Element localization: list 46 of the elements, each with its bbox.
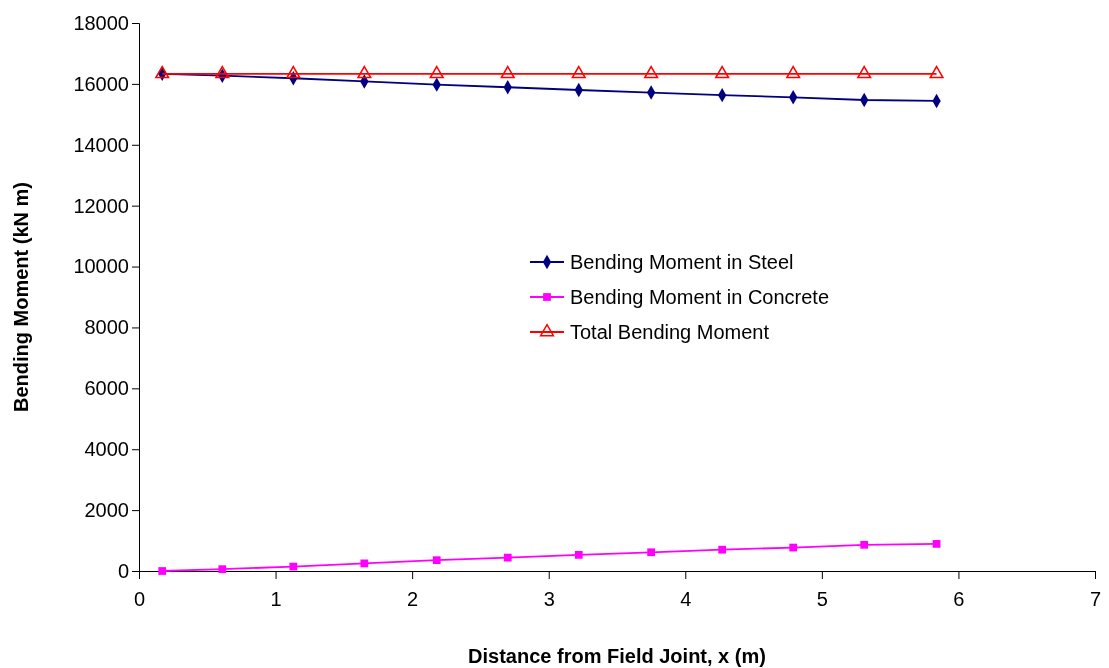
y-tick-label: 16000 [73,72,129,95]
x-tick-label: 1 [270,588,282,610]
point [500,65,515,79]
point [429,65,444,79]
point [718,545,727,554]
point [786,65,801,79]
x-tick-label: 4 [680,588,692,610]
point [357,65,372,79]
x-tick-label: 7 [1089,588,1102,610]
x-tick-label: 0 [133,588,146,610]
legend-label: Bending Moment in Concrete [570,286,830,308]
legend-label: Bending Moment in Steel [570,251,794,273]
point [857,65,872,79]
point [574,550,583,559]
y-tick-label: 10000 [73,255,129,278]
point [932,540,941,548]
y-tick-label: 14000 [73,133,129,156]
point [286,65,301,79]
x-axis-title: Distance from Field Joint, x (m) [468,645,766,667]
point [789,543,798,552]
y-tick-label: 8000 [84,316,129,339]
legend-label: Total Bending Moment [570,321,770,343]
x-tick-label: 3 [543,588,555,610]
point [218,565,227,574]
point [929,65,944,79]
point [432,556,441,565]
y-tick-label: 6000 [84,377,129,400]
y-tick-label: 2000 [84,499,129,522]
point [647,548,656,557]
point [860,540,869,549]
point [503,553,512,562]
point [360,559,369,568]
y-tick-label: 12000 [73,194,129,217]
y-tick-label: 18000 [73,11,129,34]
point [644,65,659,79]
y-tick-label: 4000 [84,438,129,461]
x-tick-label: 6 [953,588,965,610]
y-tick-label: 0 [117,559,129,582]
x-tick-label: 2 [407,588,419,610]
point [715,65,730,79]
point [158,567,167,575]
y-axis-title: Bending Moment (kN m) [10,182,32,412]
point [289,562,298,571]
point [215,65,230,79]
x-tick-label: 5 [816,588,828,610]
point [571,65,586,79]
